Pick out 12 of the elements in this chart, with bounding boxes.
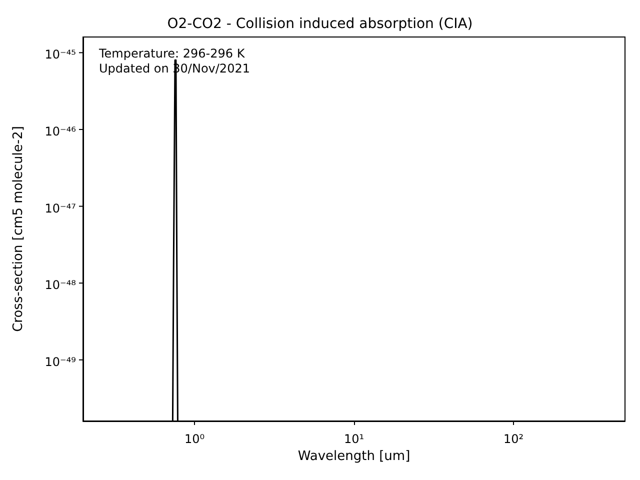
y-tick-label: 10⁻⁴⁵ xyxy=(44,48,76,62)
x-tick-label: 10² xyxy=(503,432,524,446)
y-tick-label: 10⁻⁴⁷ xyxy=(44,201,76,216)
chart-title: O2-CO2 - Collision induced absorption (CIA) xyxy=(167,16,473,32)
y-tick-label: 10⁻⁴⁶ xyxy=(44,124,76,138)
y-axis-title: Cross-section [cm5 molecule-2] xyxy=(11,126,26,332)
x-tick-label: 10¹ xyxy=(344,432,364,446)
x-tick-label: 10⁰ xyxy=(184,432,205,446)
y-tick-label: 10⁻⁴⁹ xyxy=(44,354,76,369)
x-axis-title: Wavelength [um] xyxy=(298,448,410,464)
annotation: Temperature: 296-296 K xyxy=(98,46,246,60)
y-tick-label: 10⁻⁴⁸ xyxy=(44,278,76,292)
